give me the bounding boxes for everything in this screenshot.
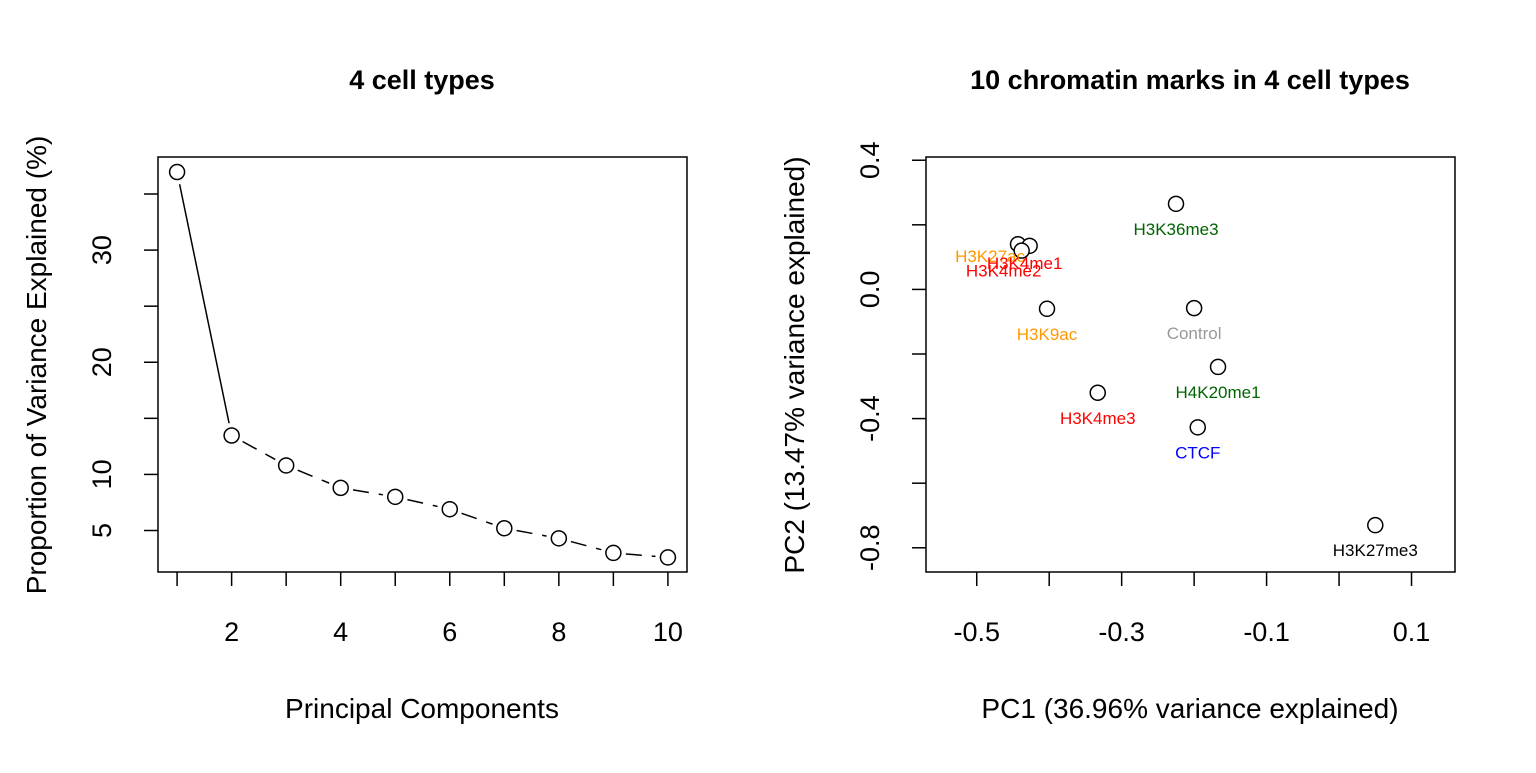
pca-point-label: H3K9ac (1017, 325, 1078, 344)
pca-point (1185, 299, 1203, 317)
scree-line-segment (297, 469, 330, 484)
pca-y-tick-label: 0.4 (855, 141, 885, 179)
pca-y-axis-label: PC2 (13.47% variance explained) (779, 156, 810, 573)
pca-x-tick-label: -0.3 (1098, 617, 1145, 647)
scree-point (550, 530, 568, 547)
scree-point (332, 479, 349, 497)
pca-x-axis: -0.5 -0.3 -0.1 0.1 (953, 572, 1430, 647)
pca-point-label: H3K27me3 (1333, 541, 1418, 560)
scree-y-tick-label: 20 (87, 347, 117, 377)
pca-point (1038, 300, 1056, 318)
pca-scatter-panel: 10 chromatin marks in 4 cell types -0.5-… (779, 65, 1456, 724)
scree-x-axis: 2 4 6 8 10 (176, 572, 683, 647)
scree-plot-frame (157, 156, 688, 573)
scree-line-segment (625, 553, 656, 558)
pca-x-axis-label: PC1 (36.96% variance explained) (981, 693, 1398, 724)
scree-line-segment (461, 512, 493, 525)
scree-point (605, 544, 622, 562)
scree-x-tick-label: 2 (224, 617, 239, 647)
pca-point-label: CTCF (1175, 443, 1220, 462)
pca-point (1189, 419, 1206, 436)
pca-point (1089, 384, 1106, 402)
scree-line-segment (352, 489, 384, 496)
scree-y-tick-label: 30 (87, 235, 117, 265)
pca-y-axis: -0.8 -0.4 0.0 0.4 (855, 141, 926, 571)
pca-point (1013, 242, 1030, 259)
scree-point (223, 427, 240, 444)
scree-y-axis-label: Proportion of Variance Explained (%) (21, 136, 52, 595)
scree-x-tick-label: 6 (442, 617, 457, 647)
pca-x-tick-label: 0.1 (1393, 617, 1431, 647)
scree-series-points (168, 163, 677, 566)
scree-line-segment (407, 498, 438, 508)
pca-point (1167, 195, 1185, 213)
scree-line-segment (178, 184, 230, 424)
scree-point (168, 163, 186, 181)
pca-scatter-title: 10 chromatin marks in 4 cell types (970, 65, 1410, 95)
pca-point-label: H3K4me2 (966, 262, 1042, 281)
pca-point-label: H4K20me1 (1176, 383, 1261, 402)
scree-line-segment (242, 440, 276, 461)
scree-point (659, 549, 677, 566)
scree-point (441, 500, 459, 518)
scree-y-tick-label: 5 (87, 523, 117, 538)
pca-scatter-frame (925, 156, 1456, 573)
scree-line-segment (516, 529, 547, 537)
scree-line-segment (570, 540, 602, 551)
scree-plot-panel: 4 cell types 2 4 6 8 10 5 10 20 30 Principal Co… (21, 65, 688, 724)
scree-x-tick-label: 4 (333, 617, 348, 647)
scree-x-tick-label: 8 (551, 617, 566, 647)
pca-point (1209, 358, 1227, 376)
scree-y-axis: 5 10 20 30 (87, 193, 158, 538)
pca-point (1367, 516, 1384, 534)
pca-y-tick-label: 0.0 (855, 271, 885, 309)
scree-plot-title: 4 cell types (349, 65, 495, 95)
pca-point-label: H3K36me3 (1133, 220, 1218, 239)
pca-x-tick-label: -0.5 (953, 617, 1000, 647)
scree-point (496, 520, 513, 537)
pca-y-tick-label: -0.4 (855, 395, 885, 442)
scree-y-tick-label: 10 (87, 459, 117, 489)
scree-point (386, 488, 404, 506)
pca-point-label: H3K4me3 (1060, 409, 1136, 428)
pca-y-tick-label: -0.8 (855, 525, 885, 572)
pca-scatter-points (1009, 195, 1384, 534)
pca-point-label: H3K27ac (955, 247, 1025, 266)
pca-point-label: Control (1167, 324, 1222, 343)
scree-x-axis-label: Principal Components (285, 693, 559, 724)
pca-x-tick-label: -0.1 (1243, 617, 1290, 647)
scree-point (277, 457, 295, 474)
scree-x-tick-label: 10 (653, 617, 683, 647)
scree-series-line (178, 184, 656, 558)
pca-point-label: H3K4me1 (987, 254, 1063, 273)
